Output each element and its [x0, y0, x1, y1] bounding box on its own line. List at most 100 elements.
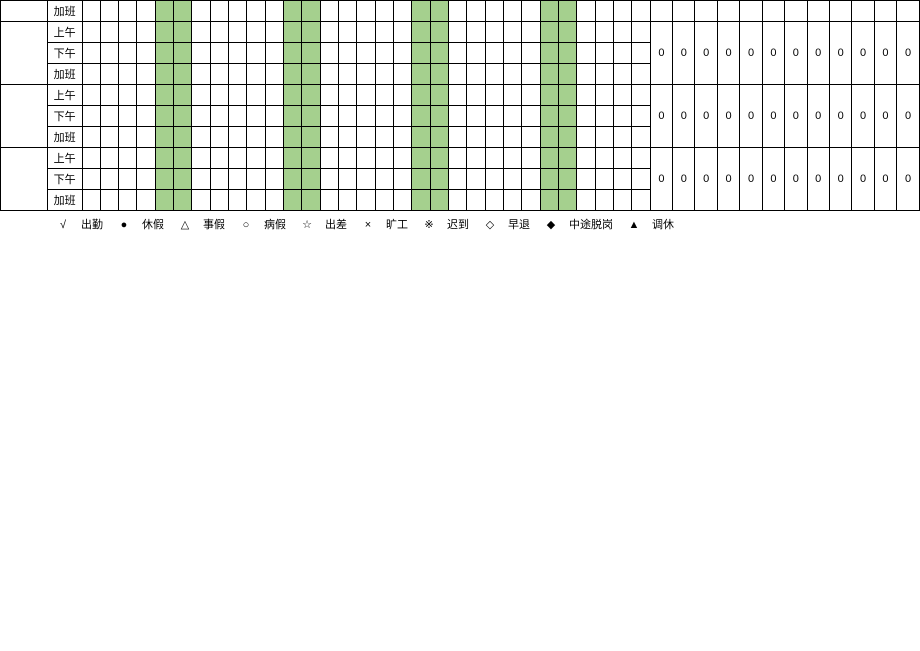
day-cell: [577, 43, 595, 64]
day-cell: [229, 106, 247, 127]
legend-label: 出差: [325, 217, 347, 233]
day-cell: [265, 85, 283, 106]
summary-cell: 0: [695, 85, 717, 148]
day-cell: [100, 148, 118, 169]
day-cell: [247, 106, 265, 127]
day-cell: [265, 148, 283, 169]
day-cell: [375, 1, 393, 22]
day-cell: [577, 85, 595, 106]
day-cell: [540, 43, 558, 64]
day-cell: [320, 22, 338, 43]
day-cell: [320, 43, 338, 64]
day-cell: [320, 190, 338, 211]
day-cell: [595, 43, 613, 64]
day-cell: [357, 85, 375, 106]
day-cell: [614, 190, 632, 211]
day-cell: [302, 1, 320, 22]
day-cell: [504, 22, 522, 43]
day-cell: [155, 127, 173, 148]
day-cell: [155, 169, 173, 190]
summary-cell: 0: [673, 85, 695, 148]
day-cell: [632, 22, 650, 43]
day-cell: [540, 169, 558, 190]
day-cell: [339, 43, 357, 64]
day-cell: [614, 148, 632, 169]
day-cell: [320, 64, 338, 85]
day-cell: [302, 106, 320, 127]
day-cell: [467, 64, 485, 85]
day-cell: [504, 169, 522, 190]
day-cell: [632, 85, 650, 106]
name-cell: [1, 85, 48, 148]
day-cell: [449, 190, 467, 211]
summary-cell: [852, 1, 874, 22]
day-cell: [485, 148, 503, 169]
day-cell: [247, 43, 265, 64]
legend-symbol: ◆: [544, 217, 558, 233]
day-cell: [210, 127, 228, 148]
day-cell: [540, 148, 558, 169]
summary-cell: 0: [740, 85, 762, 148]
day-cell: [540, 127, 558, 148]
day-cell: [229, 169, 247, 190]
day-cell: [174, 22, 192, 43]
day-cell: [504, 106, 522, 127]
day-cell: [174, 190, 192, 211]
day-cell: [247, 1, 265, 22]
day-cell: [577, 64, 595, 85]
day-cell: [192, 43, 210, 64]
name-cell: [1, 148, 48, 211]
day-cell: [192, 190, 210, 211]
day-cell: [522, 43, 540, 64]
day-cell: [504, 190, 522, 211]
summary-cell: [695, 1, 717, 22]
day-cell: [595, 190, 613, 211]
summary-cell: 0: [650, 22, 672, 85]
day-cell: [284, 190, 302, 211]
day-cell: [137, 22, 155, 43]
legend-label: 中途脱岗: [569, 217, 613, 233]
day-cell: [82, 85, 100, 106]
summary-cell: 0: [695, 148, 717, 211]
day-cell: [540, 64, 558, 85]
day-cell: [412, 43, 430, 64]
day-cell: [302, 43, 320, 64]
day-cell: [155, 22, 173, 43]
day-cell: [522, 169, 540, 190]
day-cell: [412, 85, 430, 106]
day-cell: [284, 1, 302, 22]
day-cell: [467, 127, 485, 148]
day-cell: [394, 1, 412, 22]
day-cell: [247, 22, 265, 43]
legend-symbol: ○: [239, 217, 253, 233]
day-cell: [357, 190, 375, 211]
day-cell: [82, 169, 100, 190]
day-cell: [192, 106, 210, 127]
day-cell: [467, 43, 485, 64]
day-cell: [210, 190, 228, 211]
day-cell: [559, 148, 577, 169]
day-cell: [595, 148, 613, 169]
day-cell: [339, 169, 357, 190]
day-cell: [100, 43, 118, 64]
day-cell: [265, 106, 283, 127]
day-cell: [504, 85, 522, 106]
day-cell: [155, 43, 173, 64]
day-cell: [339, 127, 357, 148]
day-cell: [412, 169, 430, 190]
day-cell: [284, 85, 302, 106]
day-cell: [174, 1, 192, 22]
period-cell: 上午: [47, 85, 82, 106]
day-cell: [449, 127, 467, 148]
summary-cell: [829, 1, 851, 22]
day-cell: [595, 64, 613, 85]
name-cell: [1, 22, 48, 85]
day-cell: [229, 64, 247, 85]
day-cell: [192, 169, 210, 190]
day-cell: [192, 148, 210, 169]
day-cell: [357, 1, 375, 22]
day-cell: [284, 22, 302, 43]
day-cell: [412, 190, 430, 211]
day-cell: [467, 190, 485, 211]
day-cell: [375, 22, 393, 43]
